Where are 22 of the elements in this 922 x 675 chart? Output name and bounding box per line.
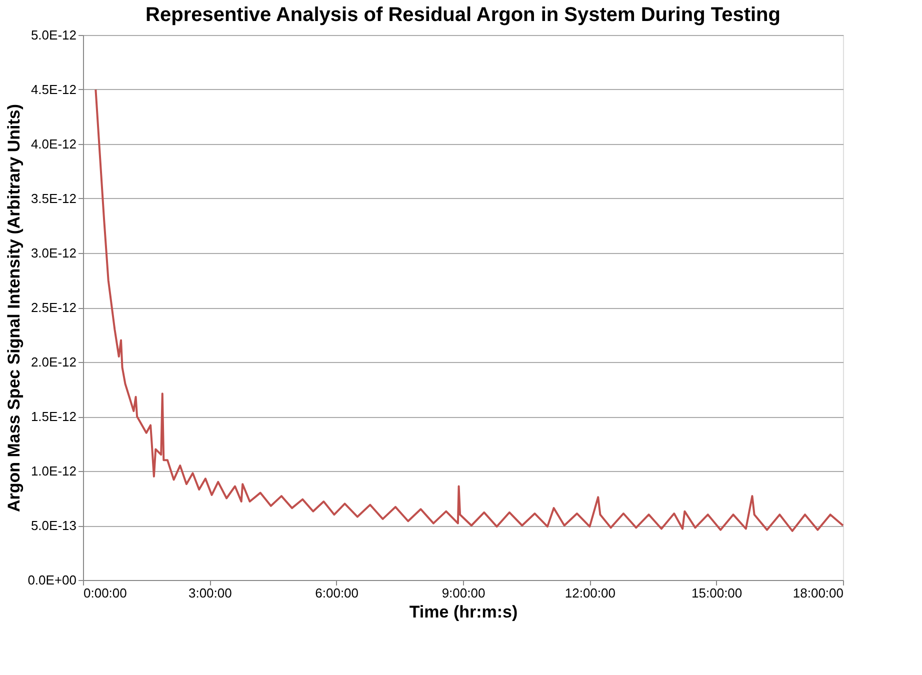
x-tick-label: 18:00:00	[792, 586, 844, 600]
y-tick-label: 1.0E-12	[30, 464, 76, 478]
y-tick-label: 1.5E-12	[30, 409, 76, 424]
x-tick-label: 0:00:00	[84, 586, 127, 600]
x-axis-title: Time (hr:m:s)	[409, 602, 518, 622]
y-tick-label: 2.5E-12	[30, 300, 76, 315]
y-tick-label: 5.0E-13	[30, 518, 76, 533]
x-tick-label: 9:00:00	[442, 586, 486, 600]
x-tick-label: 12:00:00	[564, 586, 616, 600]
y-tick-label: 5.0E-12	[30, 28, 76, 42]
line-series	[94, 88, 844, 532]
y-tick-label: 2.0E-12	[30, 354, 76, 370]
x-tick-label: 6:00:00	[315, 586, 359, 600]
x-tick-label: 3:00:00	[188, 586, 232, 600]
y-axis-title: Argon Mass Spec Signal Intensity (Arbitrary Units)	[4, 104, 24, 512]
y-tick-label: 3.5E-12	[30, 191, 76, 206]
y-tick-label: 3.0E-12	[30, 246, 76, 260]
chart-title: Representive Analysis of Residual Argon in System During Testing	[146, 4, 780, 26]
y-tick-label: 4.5E-12	[30, 82, 76, 97]
y-tick-label: 0.0E+00	[28, 572, 76, 588]
y-tick-label: 4.0E-12	[30, 136, 76, 152]
x-tick-label: 15:00:00	[692, 586, 742, 600]
